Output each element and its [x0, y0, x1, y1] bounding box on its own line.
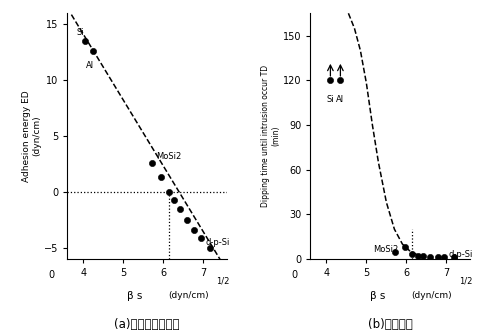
Y-axis label: Dipping time until intrusion occur TD
(min): Dipping time until intrusion occur TD (m… — [261, 65, 280, 207]
Text: Si: Si — [326, 95, 334, 104]
Text: Al: Al — [86, 61, 94, 70]
Text: (dyn/cm): (dyn/cm) — [168, 291, 209, 300]
Text: β s: β s — [370, 291, 385, 301]
Text: 1/2: 1/2 — [216, 276, 229, 285]
Text: Al: Al — [336, 95, 345, 104]
Text: (dyn/cm): (dyn/cm) — [412, 291, 452, 300]
Text: 0: 0 — [291, 270, 298, 280]
Text: d-p-Si: d-p-Si — [205, 238, 229, 247]
Text: MoSi2: MoSi2 — [373, 245, 398, 254]
Text: (a)接着エネルギー: (a)接着エネルギー — [114, 318, 180, 331]
Y-axis label: Adhesion energy ED
(dyn/cm): Adhesion energy ED (dyn/cm) — [22, 90, 41, 182]
Text: β s: β s — [127, 291, 142, 301]
Text: 1/2: 1/2 — [459, 276, 472, 285]
Text: d-p-Si: d-p-Si — [448, 250, 473, 259]
Text: MoSi2: MoSi2 — [156, 152, 181, 161]
Text: (b)接着強度: (b)接着強度 — [368, 318, 413, 331]
Text: 0: 0 — [48, 270, 54, 280]
Text: Si: Si — [76, 28, 84, 37]
